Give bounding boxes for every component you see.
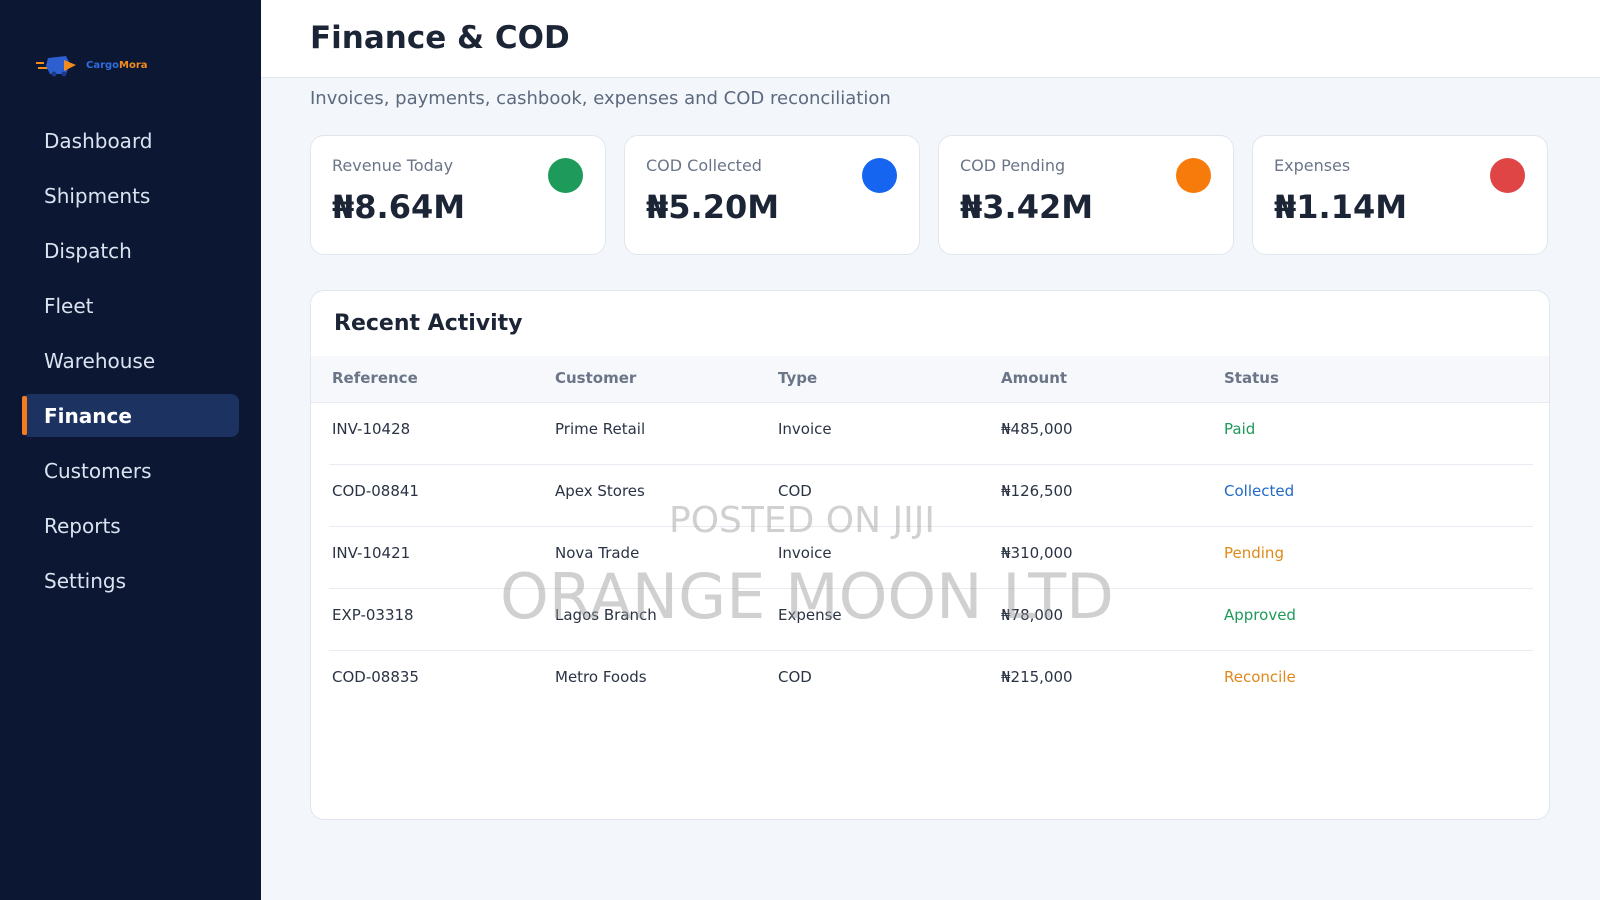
sidebar-item-dispatch[interactable]: Dispatch (22, 229, 239, 272)
page-subtitle: Invoices, payments, cashbook, expenses a… (310, 88, 891, 109)
status-badge: Reconcile (1224, 668, 1296, 686)
sidebar-item-dashboard[interactable]: Dashboard (22, 119, 239, 162)
stat-card-label: COD Collected (646, 156, 762, 175)
cell-reference[interactable]: COD-08835 (332, 668, 419, 686)
green-dot-icon (548, 158, 583, 193)
sidebar-item-label: Fleet (44, 293, 94, 318)
brand-name-part1: Cargo (86, 59, 120, 71)
cell-reference[interactable]: INV-10428 (332, 420, 411, 438)
truck-logo-icon (36, 56, 76, 77)
stat-card-label: COD Pending (960, 156, 1066, 175)
sidebar-item-customers[interactable]: Customers (22, 449, 239, 492)
brand-name-part2: Mora (119, 59, 148, 71)
stat-cards: Revenue Today ₦8.64M COD Collected ₦5.20… (310, 135, 1548, 255)
stat-card-cod-collected[interactable]: COD Collected ₦5.20M (624, 135, 920, 255)
cell-type: COD (778, 482, 812, 500)
orange-dot-icon (1176, 158, 1211, 193)
status-badge: Paid (1224, 420, 1256, 438)
table-header: Reference Customer Type Amount Status (311, 356, 1549, 403)
cell-customer: Apex Stores (555, 482, 645, 500)
column-header-type[interactable]: Type (778, 369, 818, 387)
sidebar: CargoMora Dashboard Shipments Dispatch F… (0, 0, 261, 900)
column-header-amount[interactable]: Amount (1001, 369, 1068, 387)
brand-name: CargoMora (86, 60, 148, 71)
cell-type: Invoice (778, 544, 832, 562)
table-row[interactable]: COD-08835 Metro Foods COD ₦215,000 Recon… (329, 651, 1533, 713)
cell-type: Expense (778, 606, 842, 624)
cell-reference[interactable]: EXP-03318 (332, 606, 414, 624)
table-row[interactable]: INV-10421 Nova Trade Invoice ₦310,000 Pe… (329, 527, 1533, 589)
sidebar-item-label: Shipments (44, 183, 151, 208)
table-body: INV-10428 Prime Retail Invoice ₦485,000 … (329, 403, 1533, 713)
cell-amount: ₦310,000 (1001, 544, 1073, 562)
sidebar-item-label: Dispatch (44, 238, 132, 263)
table-row[interactable]: COD-08841 Apex Stores COD ₦126,500 Colle… (329, 465, 1533, 527)
sidebar-item-label: Customers (44, 458, 152, 483)
cell-reference[interactable]: INV-10421 (332, 544, 411, 562)
cell-amount: ₦215,000 (1001, 668, 1073, 686)
sidebar-item-label: Warehouse (44, 348, 156, 373)
sidebar-item-shipments[interactable]: Shipments (22, 174, 239, 217)
stat-card-value: ₦8.64M (332, 188, 466, 226)
cell-customer: Prime Retail (555, 420, 646, 438)
cell-customer: Metro Foods (555, 668, 647, 686)
sidebar-item-finance[interactable]: Finance (22, 394, 239, 437)
cell-type: COD (778, 668, 812, 686)
status-badge: Approved (1224, 606, 1296, 624)
cell-amount: ₦78,000 (1001, 606, 1064, 624)
column-header-reference[interactable]: Reference (332, 369, 418, 387)
recent-activity-panel: Recent Activity Reference Customer Type … (310, 290, 1550, 820)
sidebar-item-fleet[interactable]: Fleet (22, 284, 239, 327)
stat-card-label: Expenses (1274, 156, 1351, 175)
sidebar-item-label: Settings (44, 568, 127, 593)
brand-logo[interactable]: CargoMora (36, 52, 148, 78)
cell-amount: ₦485,000 (1001, 420, 1073, 438)
column-header-status[interactable]: Status (1224, 369, 1279, 387)
column-header-customer[interactable]: Customer (555, 369, 637, 387)
stat-card-cod-pending[interactable]: COD Pending ₦3.42M (938, 135, 1234, 255)
stat-card-value: ₦5.20M (646, 188, 780, 226)
cell-type: Invoice (778, 420, 832, 438)
cell-customer: Lagos Branch (555, 606, 657, 624)
cell-reference[interactable]: COD-08841 (332, 482, 419, 500)
stat-card-value: ₦3.42M (960, 188, 1094, 226)
sidebar-item-label: Reports (44, 513, 121, 538)
red-dot-icon (1490, 158, 1525, 193)
stat-card-value: ₦1.14M (1274, 188, 1408, 226)
sidebar-item-label: Dashboard (44, 128, 153, 153)
sidebar-item-label: Finance (44, 403, 132, 428)
status-badge: Collected (1224, 482, 1295, 500)
sidebar-nav: Dashboard Shipments Dispatch Fleet Wareh… (22, 119, 239, 614)
page-title: Finance & COD (310, 20, 570, 56)
stat-card-expenses[interactable]: Expenses ₦1.14M (1252, 135, 1548, 255)
cell-amount: ₦126,500 (1001, 482, 1073, 500)
cell-customer: Nova Trade (555, 544, 640, 562)
stat-card-revenue-today[interactable]: Revenue Today ₦8.64M (310, 135, 606, 255)
recent-activity-title: Recent Activity (334, 311, 523, 336)
stat-card-label: Revenue Today (332, 156, 454, 175)
blue-dot-icon (862, 158, 897, 193)
sidebar-item-warehouse[interactable]: Warehouse (22, 339, 239, 382)
sidebar-item-reports[interactable]: Reports (22, 504, 239, 547)
status-badge: Pending (1224, 544, 1284, 562)
table-row[interactable]: EXP-03318 Lagos Branch Expense ₦78,000 A… (329, 589, 1533, 651)
table-row[interactable]: INV-10428 Prime Retail Invoice ₦485,000 … (329, 403, 1533, 465)
sidebar-item-settings[interactable]: Settings (22, 559, 239, 602)
top-bar: Finance & COD (261, 0, 1600, 78)
